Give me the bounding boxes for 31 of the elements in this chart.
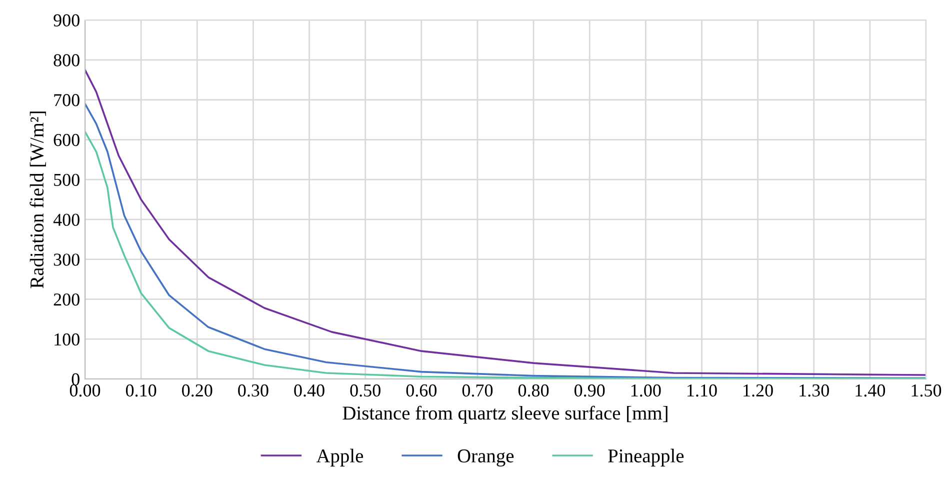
y-tick-label: 200 [54, 293, 80, 306]
y-tick-label: 100 [54, 333, 80, 346]
x-tick-label: 1.20 [744, 384, 773, 397]
x-tick-label: 0.90 [574, 384, 605, 397]
y-tick-label: 700 [54, 94, 80, 106]
legend-label: Pineapple [608, 448, 684, 466]
x-tick-label: 0.60 [406, 384, 437, 397]
legend-label: Orange [458, 449, 514, 466]
x-tick-label: 1.50 [912, 384, 942, 397]
legend-label: Apple [316, 448, 364, 466]
x-tick-label: 0.40 [294, 384, 324, 397]
x-tick-label: 1.40 [856, 384, 886, 397]
y-tick-label: 800 [54, 54, 80, 66]
y-tick-label: 500 [54, 174, 80, 186]
x-tick-label: 0.00 [70, 384, 100, 397]
x-tick-label: 1.30 [800, 384, 829, 397]
y-tick-label: 300 [54, 254, 80, 266]
y-tick-label: 900 [54, 14, 80, 26]
y-tick-label: 0 [72, 373, 80, 386]
x-tick-label: 0.70 [462, 384, 493, 397]
x-tick-label: 1.10 [688, 384, 717, 397]
y-axis-title: Radiation field [W/m²] [30, 112, 46, 288]
x-tick-label: 0.20 [182, 384, 212, 397]
y-tick-label: 600 [54, 134, 80, 146]
x-tick-label: 0.30 [238, 384, 268, 397]
x-tick-label: 0.50 [350, 384, 380, 397]
y-tick-label: 400 [53, 214, 80, 226]
x-tick-label: 1.00 [631, 384, 661, 397]
x-tick-label: 0.10 [126, 384, 156, 397]
x-axis-title: Distance from quartz sleeve surface [mm] [342, 406, 668, 424]
x-tick-label: 0.80 [518, 384, 549, 397]
